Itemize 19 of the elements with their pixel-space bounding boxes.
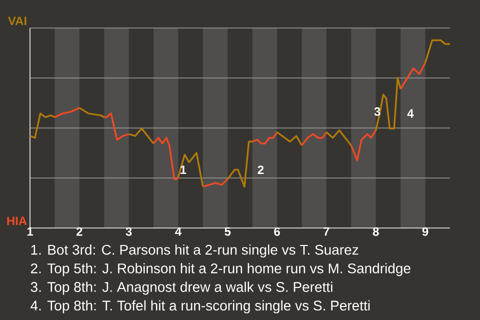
text: HIA — [7, 216, 27, 226]
text: VAI — [8, 16, 26, 26]
annotation: 4 — [407, 109, 414, 118]
x-tick-label: 3 — [126, 227, 132, 236]
x-tick-label: 1 — [27, 227, 34, 236]
text: 3. Top 8th: J. Anagnost drew a walk vs S. Peretti — [30, 282, 332, 295]
x-tick-label: 2 — [76, 227, 82, 236]
annotation: 3 — [374, 107, 380, 116]
text: 4. Top 8th: T. Tofel hit a run-scoring single vs S. Peretti — [30, 300, 370, 314]
annotation: 2 — [258, 166, 264, 174]
text: 1. Bot 3rd: C. Parsons hit a 2-run single vs T. Suarez — [31, 244, 358, 258]
x-tick-label: 5 — [224, 227, 231, 236]
text: 2. Top 5th: J. Robinson hit a 2-run home run vs M. Sandridge — [30, 263, 410, 276]
x-tick-label: 6 — [274, 227, 280, 236]
x-tick-label: 7 — [324, 227, 330, 236]
x-tick-label: 9 — [422, 227, 428, 236]
x-tick-label: 8 — [372, 227, 379, 236]
x-tick-label: 4 — [175, 227, 182, 236]
annotation: 1 — [180, 166, 186, 174]
